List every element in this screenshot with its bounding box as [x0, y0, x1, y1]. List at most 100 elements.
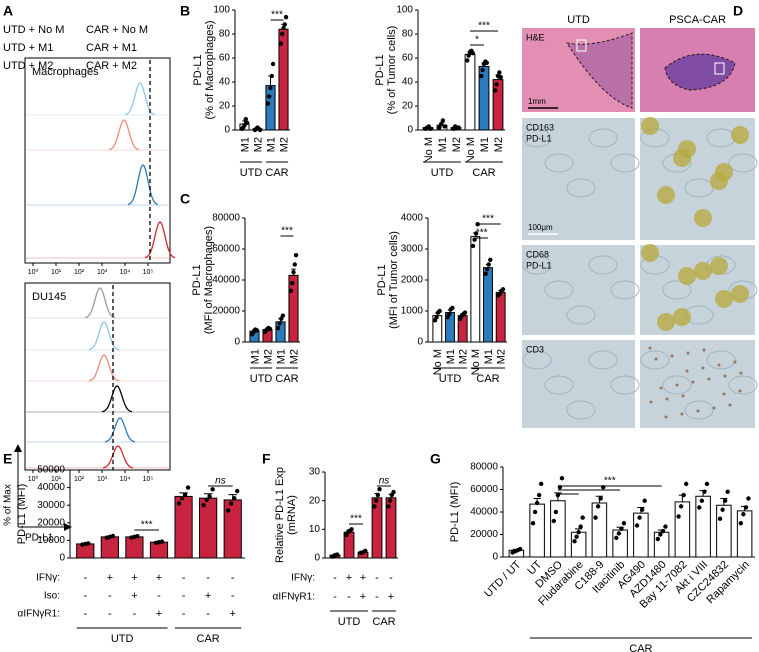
scale-label: 1mm: [528, 97, 546, 106]
stain-spot: [657, 313, 675, 331]
stain-label: CD163: [526, 122, 554, 132]
data-point: [280, 313, 286, 318]
stain-label: CD68: [526, 249, 549, 259]
tissue-structure: [588, 350, 618, 370]
data-point: [267, 94, 272, 99]
y-tick-label: 40: [219, 77, 231, 88]
condition-mark: -: [333, 572, 337, 584]
group-label: UTD: [439, 373, 462, 385]
tissue-structure: [544, 280, 574, 300]
y-axis-label: (mRNA): [286, 495, 298, 535]
scale-label: 100μm: [528, 223, 553, 232]
y-axis-label: (% of Macrophages): [204, 20, 216, 119]
bar: [149, 541, 169, 559]
data-point: [281, 25, 286, 31]
legend-entry: CAR + M2: [86, 60, 137, 72]
histogram-curve: [102, 445, 134, 469]
condition-mark: +: [360, 591, 366, 603]
data-point: [614, 535, 619, 541]
group-label: CAR: [476, 373, 499, 385]
data-point: [678, 504, 684, 509]
data-point: [288, 288, 294, 294]
data-point: [699, 498, 705, 503]
tissue-structure: [588, 128, 618, 148]
y-tick-label: 20: [309, 495, 321, 506]
y-tick-label: 20000: [212, 306, 240, 317]
y-axis-label: PD-L1: [191, 264, 203, 295]
y-tick-label: 30: [309, 467, 321, 478]
data-point: [185, 485, 191, 490]
data-point: [372, 504, 377, 509]
stain-spot: [648, 346, 652, 350]
x-tick-label: M1: [483, 349, 495, 364]
histogram-curve: [108, 119, 140, 151]
stain-spot: [673, 308, 691, 326]
data-point: [634, 523, 640, 528]
group-label: UTD: [250, 373, 273, 385]
condition-mark: +: [156, 572, 162, 584]
stain-spot: [665, 397, 669, 401]
tissue-structure: [662, 375, 692, 395]
y-tick-label: 4000: [401, 213, 424, 224]
x-tick-label: 10³: [97, 269, 108, 276]
x-tick-label: 10⁴: [120, 476, 131, 483]
bar: [223, 499, 242, 559]
bar: [591, 502, 608, 558]
data-point: [576, 530, 581, 535]
stain-spot: [733, 360, 737, 364]
bar: [199, 497, 218, 559]
stain-spot: [702, 348, 706, 352]
data-point: [619, 526, 624, 532]
data-point: [428, 126, 433, 131]
data-point: [349, 527, 354, 532]
significance-label: ***: [482, 214, 494, 225]
stain-spot: [678, 267, 696, 285]
tissue-structure: [684, 400, 714, 420]
data-point: [373, 498, 379, 503]
data-point: [179, 495, 185, 501]
x-tick-label: M1: [249, 349, 261, 364]
y-tick-label: 80: [402, 29, 414, 40]
x-tick-label: M1: [479, 137, 491, 152]
y-tick-label: 10: [309, 524, 321, 535]
histogram-curve: [104, 417, 136, 443]
data-point: [269, 73, 274, 79]
data-point: [485, 266, 490, 272]
stain-spot: [715, 290, 733, 308]
bar: [736, 510, 753, 558]
y-tick-label: 60: [402, 53, 414, 64]
data-point: [290, 280, 295, 286]
y-tick-label: 40000: [470, 507, 498, 518]
stain-spot: [641, 244, 659, 262]
data-point: [182, 492, 188, 497]
y-tick-label: 60000: [212, 244, 240, 255]
stain-spot: [707, 377, 711, 381]
data-point: [470, 51, 475, 56]
data-point: [738, 521, 744, 526]
condition-mark: -: [108, 608, 112, 620]
data-point: [534, 500, 540, 506]
data-point: [530, 521, 536, 526]
significance-label: ***: [350, 514, 362, 525]
panel-letter: A: [3, 3, 13, 19]
tissue-structure: [706, 350, 736, 370]
data-point: [442, 124, 447, 129]
stain-spot: [739, 371, 743, 375]
tissue-image: [522, 340, 635, 428]
stain-spot: [659, 386, 663, 390]
data-point: [598, 496, 603, 501]
data-point: [741, 512, 746, 517]
data-point: [536, 492, 542, 498]
data-point: [244, 120, 250, 126]
x-tick-label: 10³: [97, 476, 108, 483]
condition-mark: +: [156, 608, 162, 620]
x-tick-label: M2: [262, 349, 274, 364]
condition-mark: -: [133, 608, 137, 620]
data-point: [243, 117, 248, 122]
x-tick-label: 10²: [74, 476, 85, 483]
y-tick-label: 0: [417, 337, 423, 348]
inset-box: [714, 62, 725, 75]
data-point: [363, 548, 368, 554]
data-point: [277, 321, 282, 326]
